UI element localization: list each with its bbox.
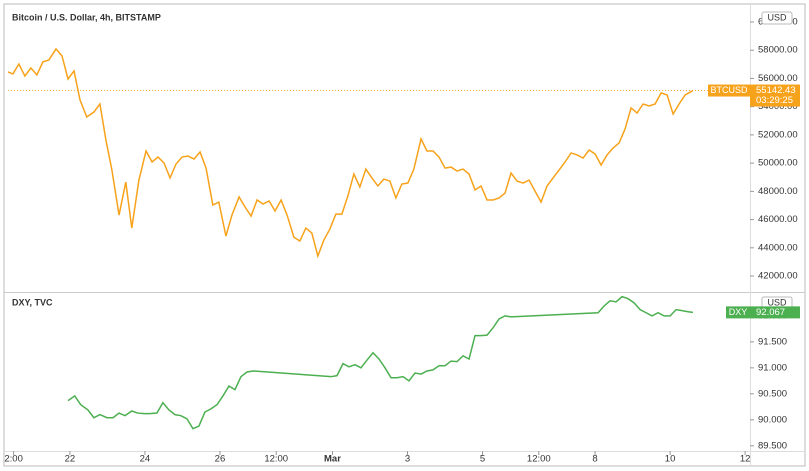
last-value-badge (750, 84, 800, 107)
series-name-badge (726, 306, 750, 319)
series-name: BTCUSD (710, 85, 748, 95)
y-tick-label: 58000.00 (758, 45, 798, 56)
y-tick-label: 42000.00 (758, 271, 798, 282)
currency-label: USD (767, 297, 787, 307)
price-line (7, 47, 694, 259)
y-tick-label: 91.000 (758, 362, 787, 373)
x-tick-label: 3 (405, 454, 410, 465)
x-tick-label: 24 (140, 454, 151, 465)
x-tick-label: 26 (215, 454, 226, 465)
x-tick-label: 22 (65, 454, 76, 465)
y-tick-label: 56000.00 (758, 73, 798, 84)
y-tick-label: 50000.00 (758, 158, 798, 169)
last-value-badge (750, 306, 800, 319)
price-line (67, 295, 694, 430)
currency-badge (761, 11, 793, 25)
y-tick-label: 91.500 (758, 336, 787, 347)
y-tick-label: 44000.00 (758, 242, 798, 253)
x-tick-label: Mar (324, 454, 341, 465)
series-name: DXY (729, 307, 748, 317)
y-tick-label: 54000.00 (758, 101, 798, 112)
y-tick-label: 90.500 (758, 388, 787, 399)
x-tick-label: 5 (480, 454, 485, 465)
last-value-label: 92.067 (756, 307, 785, 318)
x-tick-label: 10 (665, 454, 676, 465)
x-tick-label: 12 (740, 454, 751, 465)
countdown: 03:29:25 (756, 95, 793, 106)
x-tick-label: 12:00 (527, 454, 551, 465)
y-tick-label: 89.500 (758, 440, 787, 451)
x-tick-label: 2:00 (4, 454, 23, 465)
y-tick-label: 48000.00 (758, 186, 798, 197)
x-tick-label: 12:00 (264, 454, 288, 465)
y-tick-label: 46000.00 (758, 214, 798, 225)
y-tick-label: 90.000 (758, 414, 787, 425)
x-tick-label: 8 (592, 454, 597, 465)
pane-title: Bitcoin / U.S. Dollar, 4h, BITSTAMP (12, 12, 161, 22)
currency-label: USD (767, 12, 787, 22)
last-value-label: 55142.43 (756, 85, 796, 96)
y-tick-label: 52000.00 (758, 129, 798, 140)
frame (3, 3, 806, 467)
pane-title: DXY, TVC (12, 297, 53, 307)
series-name-badge (708, 84, 750, 97)
